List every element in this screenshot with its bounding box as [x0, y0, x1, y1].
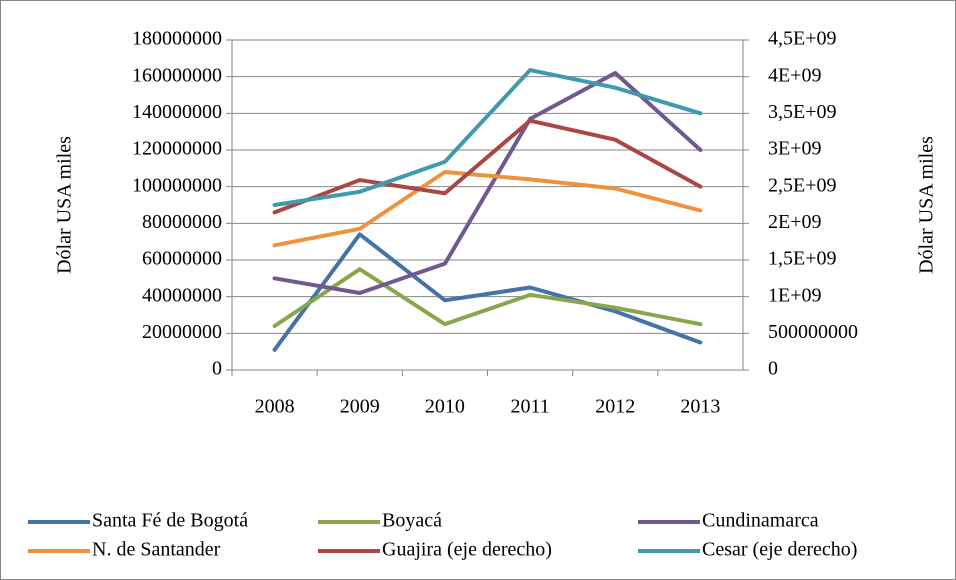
x-tick-label: 2011	[510, 396, 549, 418]
y-tick-label: 0	[212, 358, 222, 380]
y2-tick-label: 2E+09	[768, 211, 822, 233]
x-tick-label: 2012	[595, 396, 635, 418]
x-tick-label: 2010	[425, 396, 465, 418]
x-tick-label: 2013	[680, 396, 720, 418]
series-line	[272, 68, 703, 207]
y-tick-label: 120000000	[132, 138, 222, 160]
y-tick-label: 140000000	[132, 101, 222, 123]
y-tick-label: 40000000	[142, 284, 222, 306]
y-tick-label: 100000000	[132, 174, 222, 196]
legend-label: Cundinamarca	[702, 510, 819, 532]
y2-tick-label: 2,5E+09	[768, 174, 837, 196]
series-line	[272, 118, 703, 215]
legend-label: N. de Santander	[92, 539, 221, 561]
y-axis-label: Dólar USA miles	[54, 136, 76, 274]
y2-tick-label: 4E+09	[768, 64, 822, 86]
y2-tick-label: 0	[768, 358, 778, 380]
x-tick-label: 2008	[255, 396, 295, 418]
series-line	[272, 71, 703, 295]
y-tick-label: 20000000	[142, 321, 222, 343]
y-tick-label: 80000000	[142, 211, 222, 233]
y2-tick-label: 1E+09	[768, 284, 822, 306]
y-tick-label: 180000000	[132, 28, 222, 50]
series-line	[272, 170, 703, 248]
y2-tick-label: 3,5E+09	[768, 101, 837, 123]
legend-label: Boyacá	[382, 510, 442, 532]
y2-tick-label: 4,5E+09	[768, 28, 837, 50]
legend-label: Guajira (eje derecho)	[382, 539, 552, 561]
y2-tick-label: 3E+09	[768, 138, 822, 160]
y2-tick-label: 500000000	[768, 321, 858, 343]
x-tick-label: 2009	[340, 396, 380, 418]
y2-tick-label: 1,5E+09	[768, 248, 837, 270]
series-line	[272, 267, 703, 328]
legend-label: Cesar (eje derecho)	[702, 539, 857, 561]
y2-axis-label: Dólar USA miles	[916, 136, 938, 274]
y-tick-label: 160000000	[132, 64, 222, 86]
series-line	[272, 232, 703, 352]
legend-label: Santa Fé de Bogotá	[92, 510, 248, 532]
y-tick-label: 60000000	[142, 248, 222, 270]
